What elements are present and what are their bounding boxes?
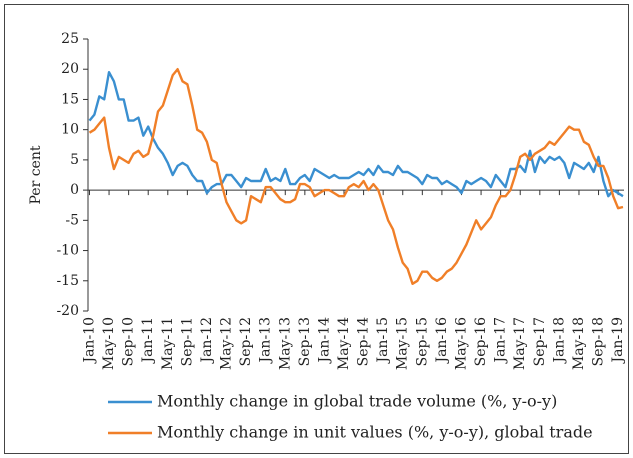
- x-tick-label: Jan-13: [258, 317, 274, 365]
- x-tick-label: Jan-14: [316, 317, 332, 365]
- x-tick-label: Sep-12: [238, 317, 254, 366]
- x-tick-label: Sep-15: [414, 317, 430, 366]
- y-tick-label: -15: [56, 273, 79, 289]
- x-tick-label: Jan-18: [551, 317, 567, 365]
- y-tick-label: -10: [56, 243, 79, 259]
- x-tick-label: May-18: [571, 317, 587, 370]
- y-tick-label: 5: [70, 152, 79, 168]
- x-tick-label: May-17: [512, 317, 528, 370]
- x-tick-label: Jan-10: [81, 317, 97, 365]
- x-tick-label: May-12: [219, 317, 235, 370]
- y-tick-label: 20: [61, 61, 79, 77]
- x-tick-label: Jan-12: [199, 317, 215, 365]
- x-tick-label: May-13: [277, 317, 293, 370]
- x-tick-label: May-10: [101, 317, 117, 370]
- legend-label: Monthly change in global trade volume (%…: [157, 392, 557, 411]
- x-tick-label: Sep-13: [297, 317, 313, 366]
- x-tick-label: Jan-19: [610, 317, 626, 365]
- x-tick-label: Sep-16: [473, 317, 489, 366]
- x-tick-label: Sep-14: [356, 317, 372, 366]
- x-tick-label: May-15: [395, 317, 411, 370]
- y-axis-label: Per cent: [28, 145, 44, 204]
- y-tick-label: -20: [56, 303, 79, 319]
- x-tick-label: Sep-10: [121, 317, 137, 366]
- frame: [4, 4, 629, 454]
- y-tick-label: 0: [70, 182, 79, 198]
- y-tick-label: 10: [61, 122, 79, 138]
- x-tick-label: May-14: [336, 317, 352, 370]
- x-tick-label: May-16: [453, 317, 469, 370]
- x-tick-label: May-11: [160, 317, 176, 370]
- y-tick-label: 25: [61, 31, 79, 47]
- legend-label: Monthly change in unit values (%, y-o-y)…: [157, 423, 593, 442]
- y-tick-label: 15: [61, 91, 79, 107]
- x-tick-label: Sep-18: [591, 317, 607, 366]
- x-tick-label: Jan-15: [375, 317, 391, 365]
- series-line: [88, 71, 624, 198]
- x-tick-label: Sep-17: [532, 317, 548, 366]
- x-tick-label: Jan-16: [434, 317, 450, 365]
- x-tick-label: Sep-11: [179, 317, 195, 366]
- x-tick-label: Jan-11: [140, 317, 156, 365]
- x-tick-label: Jan-17: [493, 317, 509, 365]
- y-tick-label: -5: [65, 212, 79, 228]
- series-line: [88, 68, 624, 285]
